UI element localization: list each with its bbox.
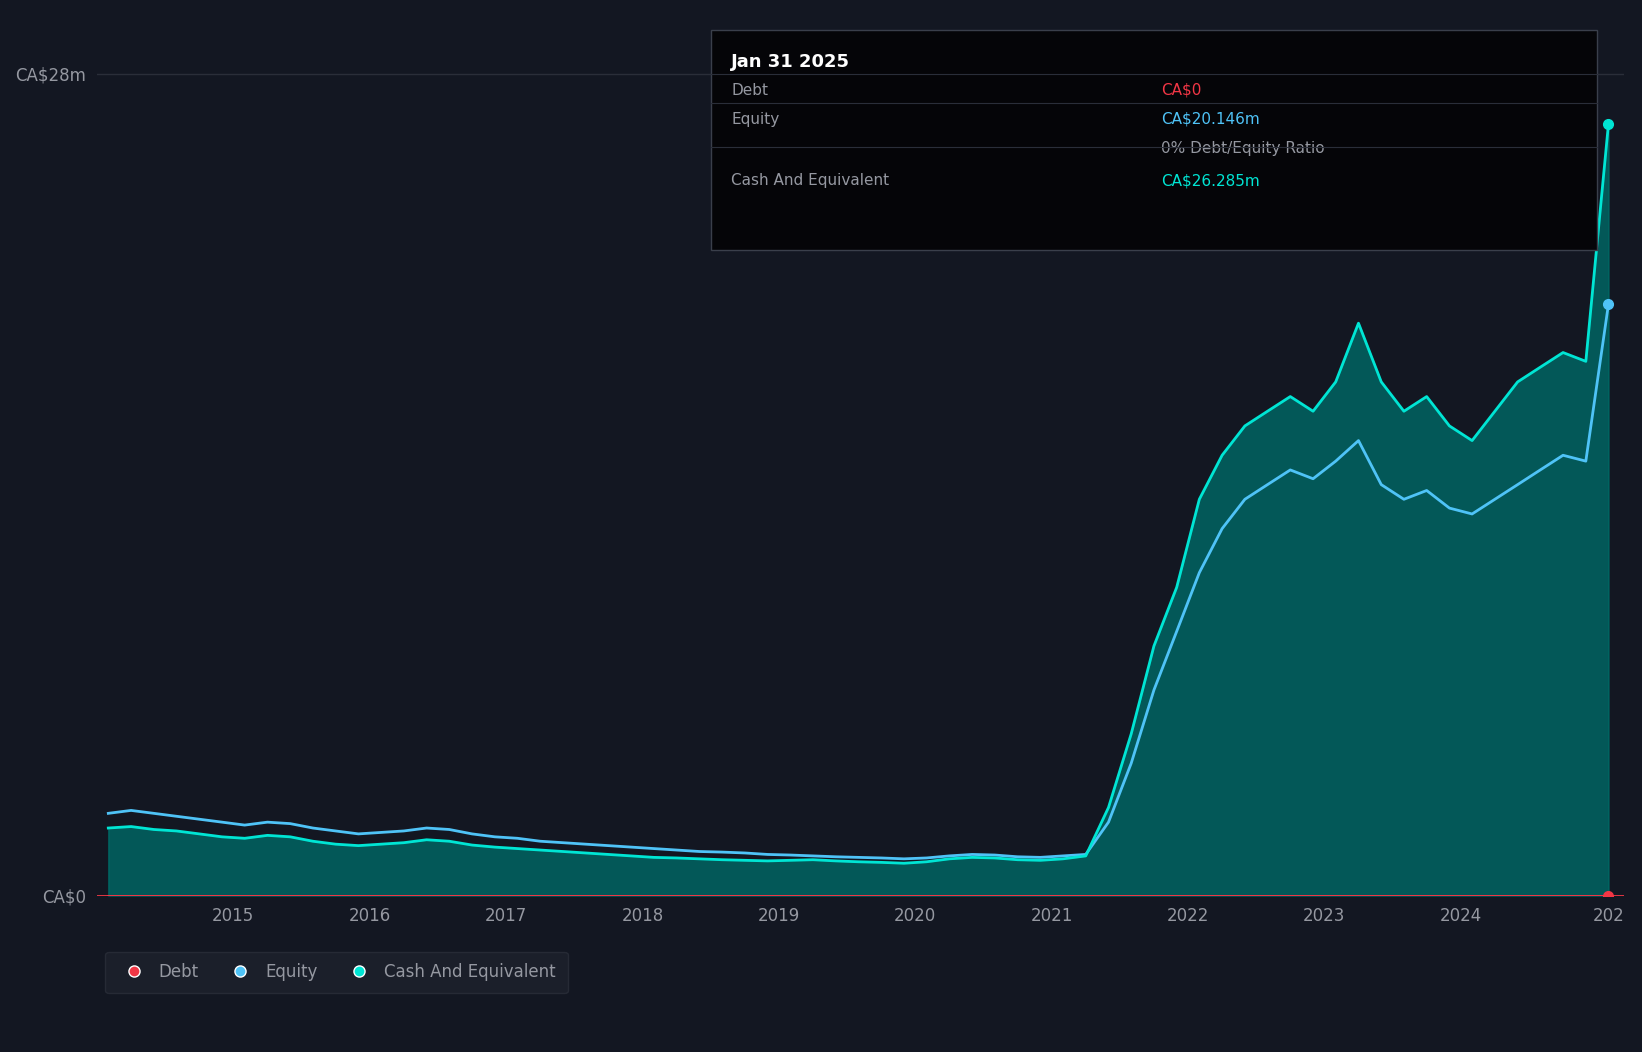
Text: Cash And Equivalent: Cash And Equivalent [731,174,890,188]
Text: Debt: Debt [731,82,768,98]
Text: Equity: Equity [731,112,780,127]
Text: 0% Debt/Equity Ratio: 0% Debt/Equity Ratio [1161,141,1325,156]
Text: Jan 31 2025: Jan 31 2025 [731,54,851,72]
Text: CA$0: CA$0 [1161,82,1200,98]
Text: CA$26.285m: CA$26.285m [1161,174,1259,188]
Text: CA$20.146m: CA$20.146m [1161,112,1259,127]
FancyBboxPatch shape [711,29,1598,249]
Legend: Debt, Equity, Cash And Equivalent: Debt, Equity, Cash And Equivalent [105,951,568,993]
